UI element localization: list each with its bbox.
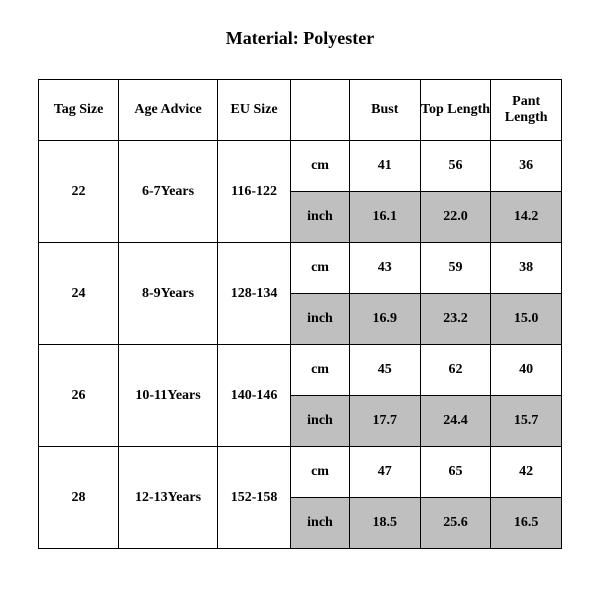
cell-pant-cm: 38 — [491, 243, 562, 294]
cell-pant-cm: 40 — [491, 345, 562, 396]
cell-unit-inch: inch — [291, 294, 350, 345]
table-row: 22 6-7Years 116-122 cm 41 56 36 — [39, 141, 562, 192]
cell-eu: 152-158 — [218, 447, 291, 549]
cell-top-inch: 24.4 — [420, 396, 491, 447]
cell-top-cm: 62 — [420, 345, 491, 396]
cell-top-inch: 22.0 — [420, 192, 491, 243]
table-row: 28 12-13Years 152-158 cm 47 65 42 — [39, 447, 562, 498]
cell-eu: 128-134 — [218, 243, 291, 345]
col-age-advice: Age Advice — [119, 80, 218, 141]
cell-bust-inch: 16.9 — [349, 294, 420, 345]
cell-pant-inch: 15.0 — [491, 294, 562, 345]
page-title: Material: Polyester — [38, 28, 562, 49]
cell-pant-inch: 15.7 — [491, 396, 562, 447]
cell-unit-inch: inch — [291, 498, 350, 549]
cell-tag: 26 — [39, 345, 119, 447]
cell-unit-cm: cm — [291, 447, 350, 498]
cell-tag: 24 — [39, 243, 119, 345]
page: Material: Polyester Tag Size Age Advice … — [0, 0, 600, 600]
table-row: 24 8-9Years 128-134 cm 43 59 38 — [39, 243, 562, 294]
col-eu-size: EU Size — [218, 80, 291, 141]
cell-bust-inch: 18.5 — [349, 498, 420, 549]
cell-bust-cm: 45 — [349, 345, 420, 396]
col-top-length: Top Length — [420, 80, 491, 141]
cell-bust-inch: 16.1 — [349, 192, 420, 243]
cell-age: 10-11Years — [119, 345, 218, 447]
table-body: 22 6-7Years 116-122 cm 41 56 36 inch 16.… — [39, 141, 562, 549]
cell-top-cm: 56 — [420, 141, 491, 192]
cell-tag: 28 — [39, 447, 119, 549]
cell-top-cm: 65 — [420, 447, 491, 498]
table-header-row: Tag Size Age Advice EU Size Bust Top Len… — [39, 80, 562, 141]
cell-bust-cm: 43 — [349, 243, 420, 294]
size-table: Tag Size Age Advice EU Size Bust Top Len… — [38, 79, 562, 549]
cell-top-inch: 25.6 — [420, 498, 491, 549]
cell-pant-inch: 14.2 — [491, 192, 562, 243]
col-pant-length: Pant Length — [491, 80, 562, 141]
cell-top-cm: 59 — [420, 243, 491, 294]
cell-pant-inch: 16.5 — [491, 498, 562, 549]
col-unit — [291, 80, 350, 141]
cell-pant-cm: 36 — [491, 141, 562, 192]
cell-unit-cm: cm — [291, 243, 350, 294]
cell-age: 12-13Years — [119, 447, 218, 549]
cell-unit-inch: inch — [291, 396, 350, 447]
cell-top-inch: 23.2 — [420, 294, 491, 345]
cell-eu: 140-146 — [218, 345, 291, 447]
cell-eu: 116-122 — [218, 141, 291, 243]
table-row: 26 10-11Years 140-146 cm 45 62 40 — [39, 345, 562, 396]
cell-bust-cm: 47 — [349, 447, 420, 498]
cell-pant-cm: 42 — [491, 447, 562, 498]
cell-unit-inch: inch — [291, 192, 350, 243]
cell-bust-inch: 17.7 — [349, 396, 420, 447]
cell-unit-cm: cm — [291, 141, 350, 192]
cell-age: 6-7Years — [119, 141, 218, 243]
cell-age: 8-9Years — [119, 243, 218, 345]
cell-tag: 22 — [39, 141, 119, 243]
col-bust: Bust — [349, 80, 420, 141]
cell-bust-cm: 41 — [349, 141, 420, 192]
col-tag-size: Tag Size — [39, 80, 119, 141]
cell-unit-cm: cm — [291, 345, 350, 396]
